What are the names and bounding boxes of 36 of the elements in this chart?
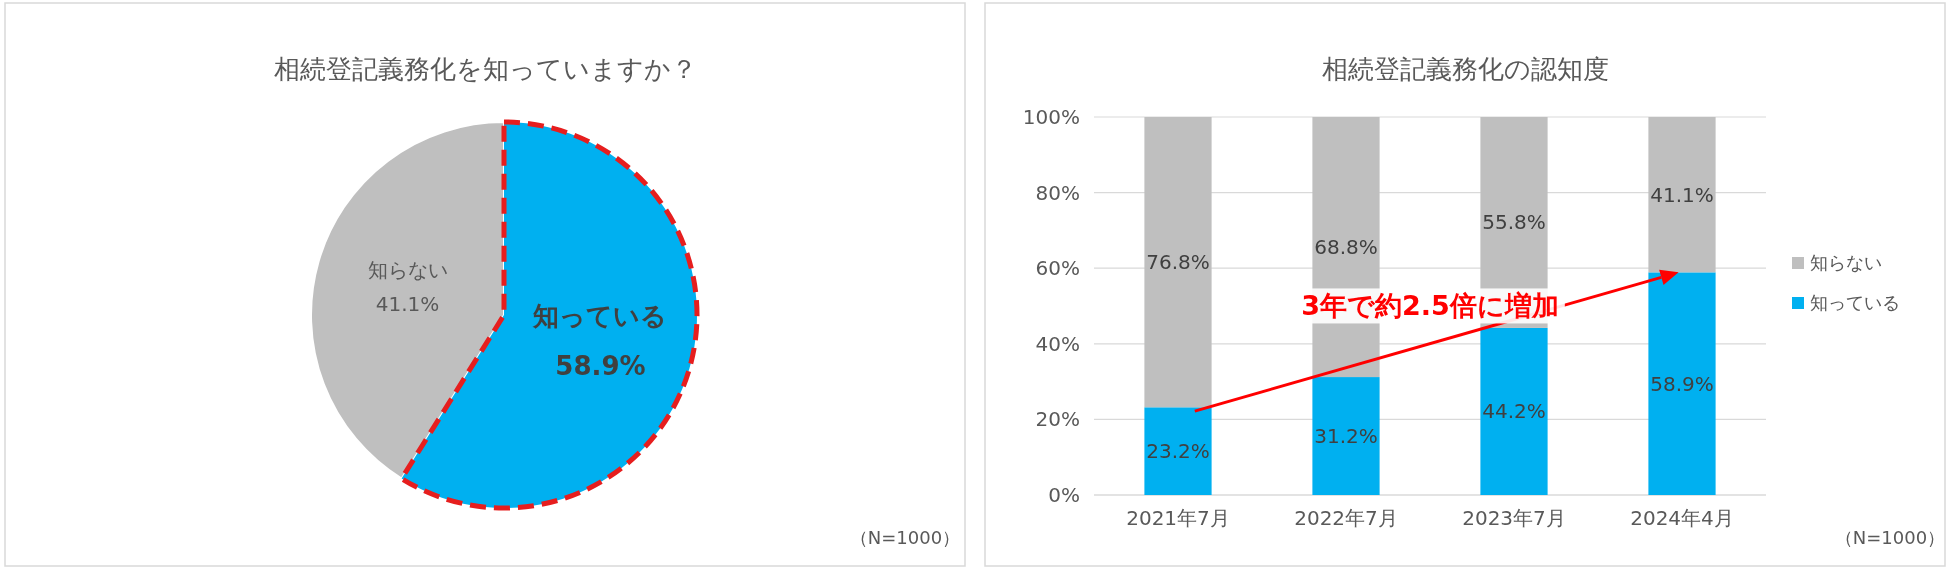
bar	[1144, 407, 1212, 495]
data-label: 55.8%	[1482, 210, 1546, 235]
data-label: 68.8%	[1314, 235, 1378, 260]
bar	[1648, 272, 1716, 495]
legend-label: 知っている	[1810, 292, 1900, 313]
data-label: 23.2%	[1146, 439, 1210, 464]
legend-label: 知らない	[1810, 252, 1882, 273]
slice-label: 知っている	[532, 300, 668, 331]
chart-title: 相続登記義務化を知っていますか？	[273, 54, 697, 84]
slice-label: 知らない	[367, 258, 448, 283]
annotation: 3年で約2.5倍に増加	[1301, 290, 1559, 322]
bar	[1480, 327, 1548, 495]
y-tick-label: 20%	[1035, 407, 1080, 432]
y-tick-label: 0%	[1048, 482, 1080, 507]
chart-title: 相続登記義務化の認知度	[1321, 54, 1609, 84]
y-tick-label: 60%	[1035, 256, 1080, 281]
data-label: 31.2%	[1314, 424, 1378, 449]
text: （N=1000）	[849, 527, 961, 548]
data-label: 41.1%	[1650, 182, 1714, 207]
y-tick-label: 40%	[1035, 331, 1080, 356]
y-tick-label: 80%	[1035, 180, 1080, 205]
bar	[1312, 377, 1380, 495]
pie-slice	[310, 121, 505, 480]
y-tick-label: 100%	[1022, 104, 1080, 129]
data-label: 58.9%	[555, 350, 646, 381]
bar	[1648, 117, 1716, 273]
x-tick-label: 2023年7月	[1462, 506, 1566, 531]
data-label: 76.8%	[1146, 250, 1210, 275]
data-label: 44.2%	[1482, 399, 1546, 424]
bar	[1144, 117, 1212, 408]
text: （N=1000）	[1834, 527, 1946, 548]
x-tick-label: 2024年4月	[1630, 506, 1734, 531]
data-label: 58.9%	[1650, 371, 1714, 396]
data-label: 41.1%	[375, 292, 440, 317]
x-tick-label: 2021年7月	[1126, 506, 1230, 531]
x-tick-label: 2022年7月	[1294, 506, 1398, 531]
